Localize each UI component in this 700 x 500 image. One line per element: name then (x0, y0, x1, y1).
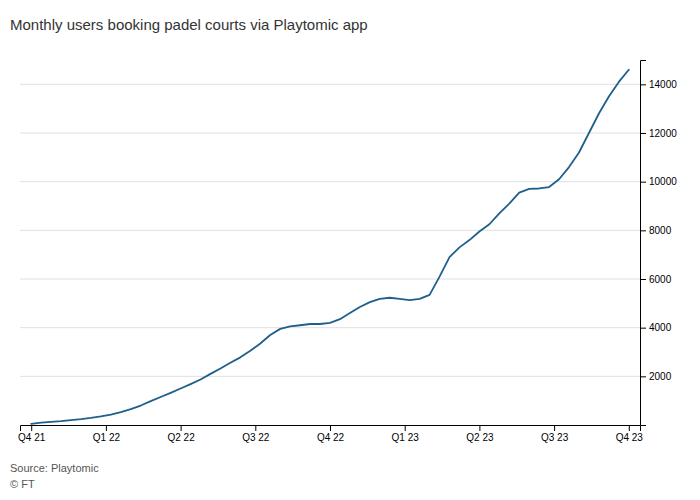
x-tick-mark (629, 425, 630, 431)
y-tick-label: 4000 (649, 322, 672, 333)
x-tick-label: Q3 22 (242, 432, 270, 443)
x-tick-label: Q2 23 (466, 432, 494, 443)
x-tick-label: Q4 21 (18, 432, 46, 443)
y-tick: 8000 (640, 225, 672, 236)
x-tick-mark (31, 425, 32, 431)
x-tick: Q4 23 (616, 425, 644, 443)
x-tick-label: Q2 22 (167, 432, 195, 443)
y-tick-mark (640, 279, 646, 280)
plot-area (31, 70, 629, 424)
x-tick: Q2 23 (466, 425, 494, 443)
grid (20, 84, 640, 376)
grid-line (20, 327, 640, 328)
y-tick-label: 10000 (649, 176, 677, 187)
x-tick-label: Q4 23 (616, 432, 644, 443)
y-tick-label: 12000 (649, 128, 677, 139)
y-tick-mark (640, 376, 646, 377)
y-tick-mark (640, 230, 646, 231)
x-tick-mark (330, 425, 331, 431)
x-tick-label: Q1 23 (392, 432, 420, 443)
x-tick: Q2 22 (167, 425, 195, 443)
x-tick-label: Q1 22 (93, 432, 121, 443)
x-tick: Q4 21 (18, 425, 46, 443)
grid-line (20, 84, 640, 85)
y-tick-label: 8000 (649, 225, 672, 236)
x-tick-label: Q4 22 (317, 432, 345, 443)
y-tick-mark (640, 84, 646, 85)
grid-line (20, 230, 640, 231)
x-axis: Q4 21 Q1 22 Q2 22 Q3 22 Q4 22 Q1 23 Q2 23 Q3 23… (18, 425, 643, 443)
y-tick: 6000 (640, 274, 672, 285)
y-tick: 2000 (640, 371, 672, 382)
annotation: Source: Playtomic (10, 462, 99, 474)
x-tick-label: Q3 23 (541, 432, 569, 443)
grid-line (20, 376, 640, 377)
y-axis-line (641, 61, 647, 426)
y-tick-mark (640, 133, 646, 134)
x-tick-mark (479, 425, 480, 431)
x-tick-mark (255, 425, 256, 431)
y-tick: 14000 (640, 79, 677, 90)
chart: Q4 21 Q1 22 Q2 22 Q3 22 Q4 22 Q1 23 Q2 23 Q3 23… (0, 0, 700, 500)
data-line (31, 70, 629, 424)
y-tick-label: 2000 (649, 371, 672, 382)
grid-line (20, 133, 640, 134)
x-tick-mark (405, 425, 406, 431)
y-tick-label: 14000 (649, 79, 677, 90)
x-tick-mark (181, 425, 182, 431)
x-tick: Q1 23 (392, 425, 420, 443)
y-tick: 4000 (640, 322, 672, 333)
x-tick: Q3 23 (541, 425, 569, 443)
x-axis-line (21, 426, 641, 432)
grid-line (20, 279, 640, 280)
x-tick: Q1 22 (93, 425, 121, 443)
x-tick-mark (554, 425, 555, 431)
annotation: © FT (10, 478, 35, 490)
x-tick: Q4 22 (317, 425, 345, 443)
title: Monthly users booking padel courts via P… (10, 16, 368, 33)
y-tick-mark (640, 182, 646, 183)
x-tick-mark (106, 425, 107, 431)
grid-line (20, 181, 640, 182)
y-axis: 2000 4000 6000 8000 10000 12000 14000 (640, 61, 677, 426)
x-tick: Q3 22 (242, 425, 270, 443)
y-tick: 10000 (640, 176, 677, 187)
y-tick-mark (640, 328, 646, 329)
y-tick: 12000 (640, 128, 677, 139)
y-tick-label: 6000 (649, 274, 672, 285)
